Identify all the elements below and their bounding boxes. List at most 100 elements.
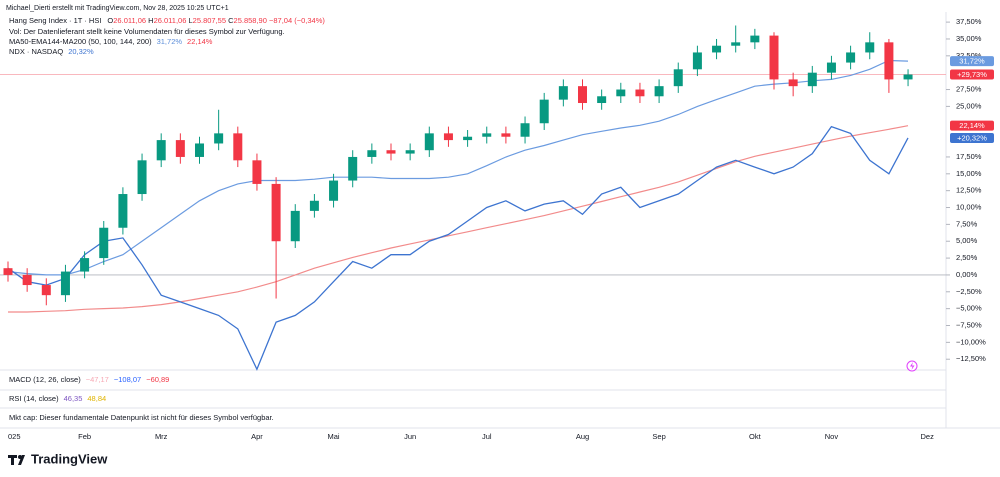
candle-body [846,52,856,63]
last-value-label: +29,73% [957,70,987,79]
pane-legend-value: 46,35 [64,394,83,403]
symbol-line: Hang Seng Index · 1T · HSI O26.011,06 H26… [9,16,325,25]
ma-legend-label: MA50-EMA144-MA200 (50, 100, 144, 200) [9,37,152,46]
candle-body [156,140,166,161]
ma-legend: MA50-EMA144-MA200 (50, 100, 144, 200) 31,… [9,37,213,46]
candle-body [233,133,243,161]
pane-legend-value: −47,17 [86,375,109,384]
ohlc: −87,04 (−0,34%) [267,16,325,25]
y-tick-label: 35,00% [956,34,982,43]
y-tick-label: 5,00% [956,236,978,245]
candle-body [654,86,664,97]
x-tick-label: 025 [8,432,21,441]
candle-body [635,89,645,97]
pane-legend-value: −108,07 [114,375,141,384]
y-tick-label: 25,00% [956,101,982,110]
x-tick-label: Apr [251,432,263,441]
pane-legend-value: 48,84 [87,394,106,403]
pane-legend-label: Mkt cap: Dieser fundamentale Datenpunkt … [9,413,274,422]
y-tick-label: −12,50% [956,354,986,363]
candle-body [22,274,32,286]
symbol: Hang Seng Index · 1T · HSI [9,16,101,25]
logo-text: TradingView [31,451,108,466]
candle-body [750,35,760,43]
candle-body [60,271,70,296]
y-tick-label: 27,50% [956,85,982,94]
candle-body [558,86,568,100]
x-tick-label: Dez [921,432,935,441]
candle-body [175,140,185,157]
candle-body [597,96,607,104]
candle-body [884,42,894,80]
ohlc: C [226,16,234,25]
x-tick-label: Mrz [155,432,168,441]
plot [0,25,946,371]
alert-icon [906,360,918,372]
candle-body [80,258,90,272]
candle-body [329,180,339,201]
ndx-legend: NDX · NASDAQ 20,32% [9,47,94,56]
logo-slash [18,455,25,465]
pane-legend: Mkt cap: Dieser fundamentale Datenpunkt … [9,413,274,422]
logo-bar [11,455,14,465]
candle-body [252,160,262,184]
ohlc: O [107,16,113,25]
candle-body [290,210,300,242]
y-tick-label: 32,50% [956,51,982,60]
candle-body [903,74,913,80]
y-tick-label: 17,50% [956,152,982,161]
x-tick-label: Okt [749,432,762,441]
pane-legend: MACD (12, 26, close) −47,17 −108,07 −60,89 [9,375,169,384]
last-value-label: +20,32% [957,133,987,142]
ohlc: 25.807,55 [193,16,226,25]
line-series [7,125,909,371]
candle-body [309,200,319,211]
candle-body [118,194,128,228]
y-tick-label: −2,50% [956,287,982,296]
candle-body [712,45,722,53]
candle-body [424,133,434,151]
candle-body [731,42,741,46]
pane-legend-label: RSI (14, close) [9,394,59,403]
candle-body [463,136,473,141]
candle-body [520,123,530,137]
candle-body [807,72,817,87]
last-value-box [950,132,994,143]
x-tick-label: Aug [576,432,589,441]
candle-body [539,99,549,124]
pane-legend: RSI (14, close) 46,35 48,84 [9,394,106,403]
x-tick-label: Nov [825,432,839,441]
ohlc: 25.858,90 [234,16,267,25]
y-tick-label: 0,00% [956,270,978,279]
candle-body [769,35,779,80]
candle-body [41,285,51,296]
candle-body [692,52,702,70]
x-tick-label: Jun [404,432,416,441]
candle-body [386,150,396,154]
ohlc: 26.011,06 [113,16,146,25]
candle-body [99,227,109,259]
y-tick-label: −10,00% [956,337,986,346]
line-series [7,59,909,276]
y-tick-label: 2,50% [956,253,978,262]
last-value-box [950,120,994,131]
y-tick-label: 12,50% [956,186,982,195]
candle-body [348,156,358,181]
candle-body [482,133,492,137]
y-tick-label: −7,50% [956,320,982,329]
icon-bolt [910,362,915,370]
candle-body [578,86,587,104]
candle-body [865,42,875,53]
pane-legend-value: −60,89 [146,375,169,384]
logo-icon [8,455,25,465]
x-tick-label: Sep [652,432,665,441]
candle-body [195,143,204,157]
ma-legend-value: 31,72% [157,37,183,46]
candle-body [443,133,453,141]
x-tick-label: Feb [78,432,91,441]
candle-body [214,133,224,144]
ohlc: L [186,16,192,25]
candle-body [788,79,798,87]
candle-body [271,183,281,242]
